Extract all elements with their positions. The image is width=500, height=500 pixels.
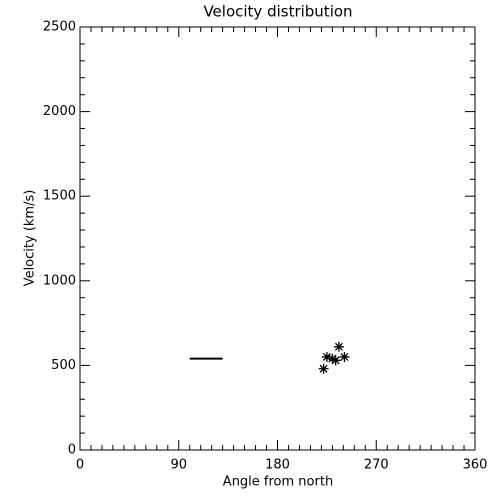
x-axis-label: Angle from north bbox=[223, 475, 333, 490]
asterisk-point bbox=[321, 351, 332, 362]
x-tick-label: 90 bbox=[170, 458, 187, 473]
y-tick-label: 2000 bbox=[43, 104, 76, 119]
x-tick-label: 180 bbox=[265, 458, 290, 473]
y-tick-label: 2500 bbox=[43, 20, 76, 35]
asterisk-point bbox=[330, 355, 341, 366]
y-tick-label: 0 bbox=[68, 443, 76, 458]
asterisk-point bbox=[333, 341, 344, 352]
y-axis-label: Velocity (km/s) bbox=[23, 190, 38, 287]
y-tick-label: 1500 bbox=[43, 189, 76, 204]
plot-frame bbox=[79, 26, 476, 451]
y-tick-label: 500 bbox=[51, 358, 76, 373]
chart-title: Velocity distribution bbox=[203, 3, 352, 21]
x-tick-label: 270 bbox=[364, 458, 389, 473]
asterisk-point bbox=[327, 353, 338, 364]
y-tick-label: 1000 bbox=[43, 273, 76, 288]
x-tick-label: 360 bbox=[463, 458, 488, 473]
x-tick-label: 0 bbox=[76, 458, 84, 473]
asterisk-point bbox=[339, 351, 350, 362]
asterisk-point bbox=[318, 363, 329, 374]
